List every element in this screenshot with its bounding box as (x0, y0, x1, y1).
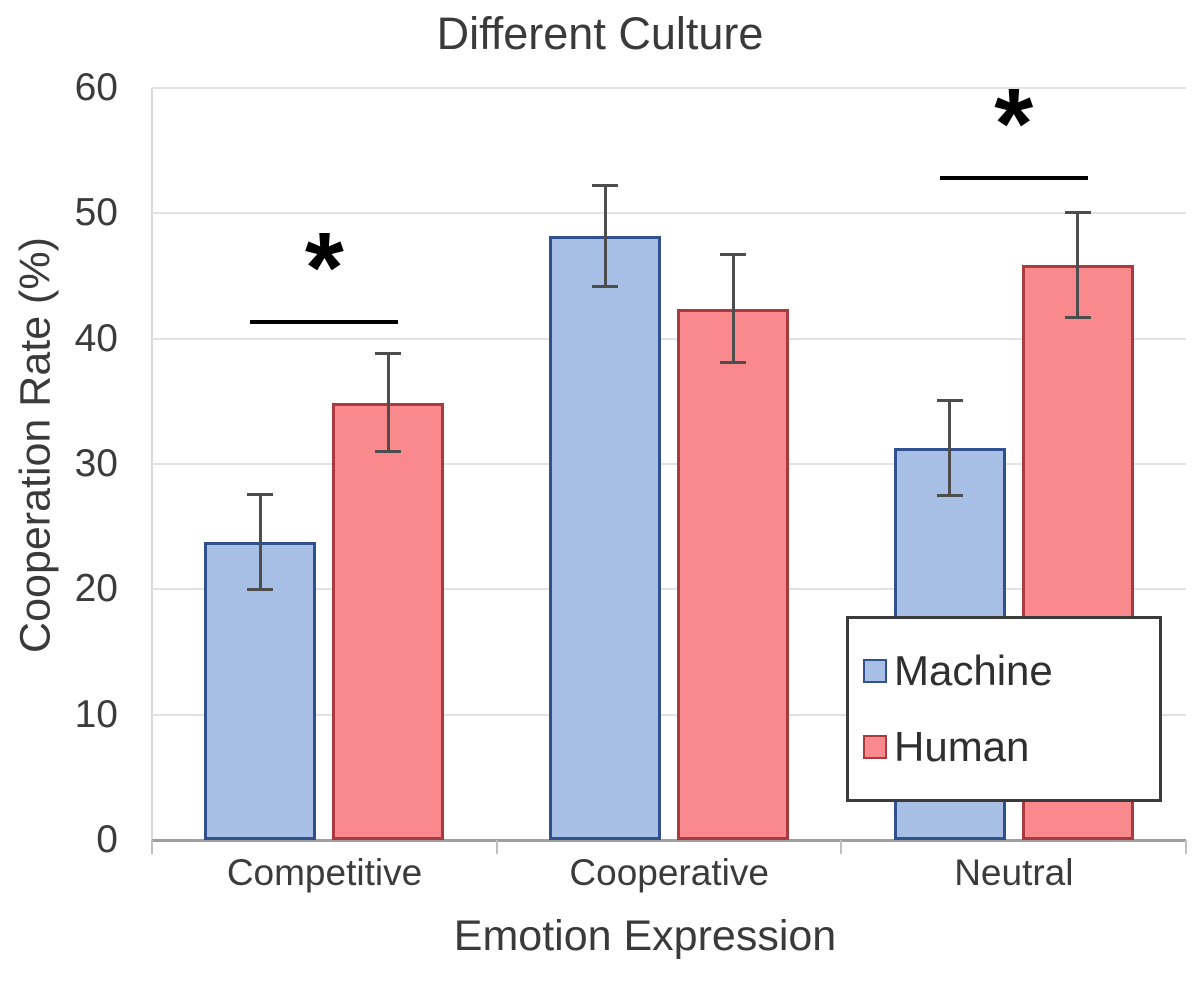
error-bar (1076, 212, 1080, 318)
error-bar-cap-bottom (720, 360, 746, 364)
y-tick-label-30: 30 (74, 442, 118, 485)
error-bar-cap-top (936, 398, 963, 402)
machine-bar-competitive (204, 541, 317, 840)
gridline-20 (152, 588, 1186, 591)
error-bar (386, 353, 390, 452)
y-tick-label-50: 50 (74, 191, 118, 235)
error-bar-cap-bottom (247, 587, 274, 591)
y-tick-label-10: 10 (74, 692, 118, 736)
gridline-50 (152, 212, 1186, 215)
machine-bar-cooperative (549, 235, 661, 840)
y-tick-label-20: 20 (74, 567, 118, 611)
error-bar-cap-bottom (1064, 315, 1091, 319)
error-bar-cap-bottom (592, 284, 618, 288)
legend-label-human: Human (894, 723, 1030, 770)
x-axis-tick (495, 840, 498, 854)
significance-line-neutral (939, 175, 1088, 180)
error-bar-cap-bottom (936, 493, 963, 497)
x-axis-tick (151, 840, 153, 854)
error-bar (603, 185, 607, 287)
chart-title: Different Culture (436, 8, 764, 59)
x-axis-tick (840, 840, 843, 854)
gridline-0 (152, 839, 1186, 842)
legend-item-human: Human (863, 723, 1159, 771)
gridline-10 (152, 713, 1186, 716)
y-tick-label-40: 40 (74, 316, 118, 360)
x-axis-tick (1185, 840, 1187, 854)
y-axis-line (151, 88, 153, 854)
significance-line-competitive (250, 319, 399, 324)
y-tick-label-0: 0 (96, 818, 118, 861)
error-bar-cap-top (247, 492, 274, 496)
x-tick-label-competitive: Competitive (226, 852, 423, 893)
legend-item-machine: Machine (863, 647, 1159, 695)
human-bar-cooperative (677, 308, 789, 840)
machine-series-swatch (863, 659, 887, 683)
legend: Machine Human (846, 616, 1162, 802)
error-bar-cap-bottom (375, 449, 402, 453)
y-tick-label-60: 60 (74, 66, 118, 109)
error-bar-cap-top (375, 352, 402, 356)
legend-label-machine: Machine (894, 647, 1053, 694)
error-bar (731, 254, 735, 363)
error-bar-cap-top (1064, 210, 1091, 214)
error-bar-cap-top (592, 184, 618, 188)
x-tick-label-cooperative: Cooperative (569, 852, 769, 893)
gridline-60 (152, 87, 1186, 89)
x-tick-label-neutral: Neutral (954, 852, 1074, 893)
gridline-40 (152, 337, 1186, 340)
error-bar (948, 400, 952, 496)
human-bar-competitive (332, 402, 445, 840)
human-series-swatch (863, 735, 887, 759)
x-axis-label: Emotion Expression (453, 912, 837, 960)
significance-asterisk-competitive: * (304, 211, 344, 324)
error-bar-cap-top (720, 253, 746, 257)
error-bar (258, 494, 262, 590)
significance-asterisk-neutral: * (994, 67, 1034, 180)
gridline-30 (152, 463, 1186, 465)
